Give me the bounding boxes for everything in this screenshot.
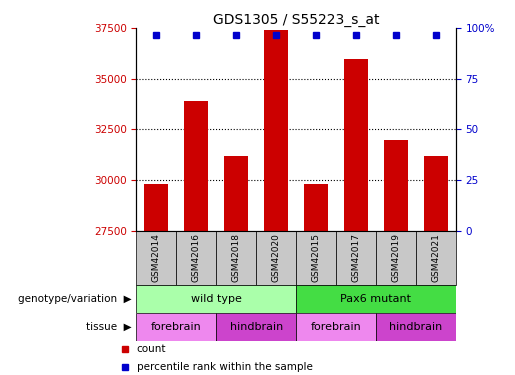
Bar bbox=[384, 140, 408, 231]
Bar bbox=[136, 313, 216, 341]
Text: GSM42018: GSM42018 bbox=[232, 233, 241, 282]
Text: GSM42021: GSM42021 bbox=[432, 233, 440, 282]
Text: Pax6 mutant: Pax6 mutant bbox=[340, 294, 411, 304]
Text: wild type: wild type bbox=[191, 294, 242, 304]
Text: hindbrain: hindbrain bbox=[389, 322, 442, 332]
Text: tissue  ▶: tissue ▶ bbox=[85, 322, 131, 332]
Bar bbox=[176, 231, 216, 285]
Bar bbox=[184, 101, 208, 231]
Text: GSM42014: GSM42014 bbox=[152, 233, 161, 282]
Bar bbox=[344, 58, 368, 231]
Text: forebrain: forebrain bbox=[311, 322, 362, 332]
Bar bbox=[264, 30, 288, 231]
Bar bbox=[136, 285, 296, 313]
Bar bbox=[296, 285, 456, 313]
Bar bbox=[416, 231, 456, 285]
Bar bbox=[424, 156, 448, 231]
Bar bbox=[304, 184, 328, 231]
Text: GSM42016: GSM42016 bbox=[192, 233, 201, 282]
Text: percentile rank within the sample: percentile rank within the sample bbox=[136, 362, 313, 372]
Text: forebrain: forebrain bbox=[151, 322, 202, 332]
Bar bbox=[224, 156, 248, 231]
Bar bbox=[136, 231, 176, 285]
Bar bbox=[256, 231, 296, 285]
Text: GSM42017: GSM42017 bbox=[352, 233, 360, 282]
Bar bbox=[336, 231, 376, 285]
Text: hindbrain: hindbrain bbox=[230, 322, 283, 332]
Text: GSM42019: GSM42019 bbox=[391, 233, 400, 282]
Title: GDS1305 / S55223_s_at: GDS1305 / S55223_s_at bbox=[213, 13, 380, 27]
Text: count: count bbox=[136, 344, 166, 354]
Bar bbox=[216, 313, 296, 341]
Bar bbox=[296, 231, 336, 285]
Text: genotype/variation  ▶: genotype/variation ▶ bbox=[18, 294, 131, 304]
Bar bbox=[296, 313, 376, 341]
Bar bbox=[376, 231, 416, 285]
Bar bbox=[144, 184, 168, 231]
Bar bbox=[216, 231, 256, 285]
Bar bbox=[376, 313, 456, 341]
Text: GSM42015: GSM42015 bbox=[312, 233, 320, 282]
Text: GSM42020: GSM42020 bbox=[272, 233, 281, 282]
